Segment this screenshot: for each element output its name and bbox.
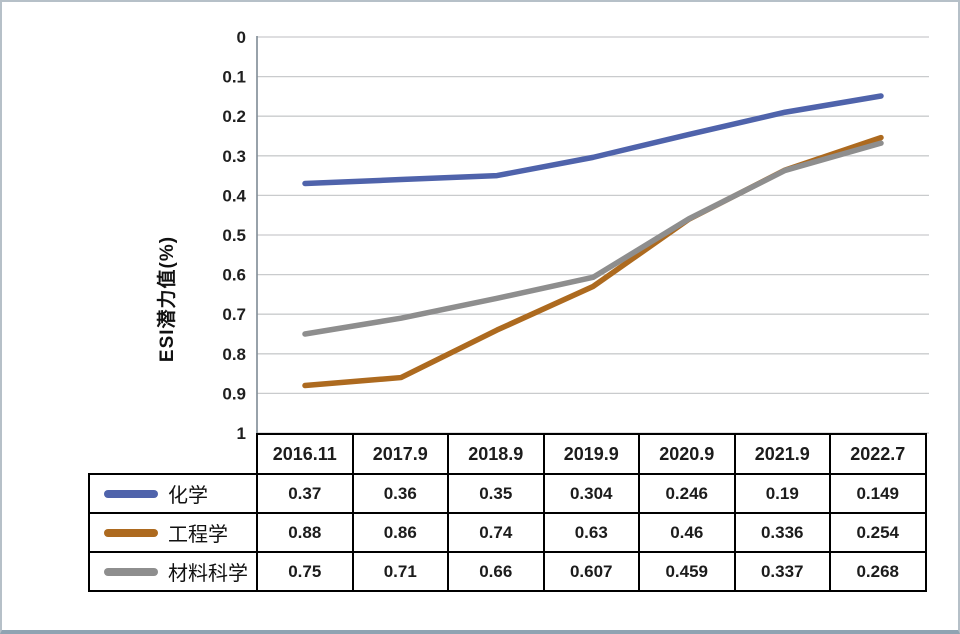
data-table-body: 化学 0.37 0.36 0.35 0.304 0.246 0.19 0.149 工程学 0.88… bbox=[88, 473, 927, 592]
table-value-cell: 0.86 bbox=[351, 512, 449, 553]
legend-cell-1: 工程学 bbox=[88, 512, 258, 553]
table-value-cell: 0.19 bbox=[733, 473, 831, 514]
table-value-cell: 0.337 bbox=[733, 551, 831, 592]
x-category-header: 2021.9 bbox=[733, 433, 831, 475]
y-tick-label: 0.8 bbox=[222, 345, 246, 364]
legend-label: 工程学 bbox=[168, 524, 228, 546]
x-category-header: 2022.7 bbox=[829, 433, 927, 475]
table-value-cell: 0.149 bbox=[829, 473, 927, 514]
x-category-header: 2017.9 bbox=[351, 433, 449, 475]
table-row: 化学 0.37 0.36 0.35 0.304 0.246 0.19 0.149 bbox=[88, 473, 927, 514]
table-row: 工程学 0.88 0.86 0.74 0.63 0.46 0.336 0.254 bbox=[88, 512, 927, 553]
table-value-cell: 0.459 bbox=[638, 551, 736, 592]
table-value-cell: 0.66 bbox=[447, 551, 545, 592]
y-tick-label: 0.3 bbox=[222, 147, 246, 166]
table-value-cell: 0.37 bbox=[256, 473, 354, 514]
chart-data-table: 2016.11 2017.9 2018.9 2019.9 2020.9 2021.9 202… bbox=[88, 433, 927, 592]
table-value-cell: 0.607 bbox=[542, 551, 640, 592]
table-value-cell: 0.88 bbox=[256, 512, 354, 553]
y-tick-label: 0.2 bbox=[222, 107, 246, 126]
legend-line-icon bbox=[104, 567, 158, 576]
table-value-cell: 0.35 bbox=[447, 473, 545, 514]
table-header-row: 2016.11 2017.9 2018.9 2019.9 2020.9 2021.9 202… bbox=[89, 433, 927, 475]
series-line-0 bbox=[302, 93, 884, 187]
table-value-cell: 0.75 bbox=[256, 551, 354, 592]
x-category-header: 2019.9 bbox=[542, 433, 640, 475]
table-value-cell: 0.246 bbox=[638, 473, 736, 514]
legend-cell-2: 材料科学 bbox=[88, 551, 258, 592]
legend-label: 化学 bbox=[168, 485, 208, 507]
table-corner-blank bbox=[89, 434, 257, 474]
table-row: 材料科学 0.75 0.71 0.66 0.607 0.459 0.337 0.268 bbox=[88, 551, 927, 592]
table-value-cell: 0.74 bbox=[447, 512, 545, 553]
y-tick-label: 0.7 bbox=[222, 305, 246, 324]
series-line-1 bbox=[302, 134, 884, 389]
legend-label: 材料科学 bbox=[168, 563, 248, 585]
table-value-cell: 0.36 bbox=[351, 473, 449, 514]
y-tick-label: 1 bbox=[237, 424, 246, 443]
table-value-cell: 0.63 bbox=[542, 512, 640, 553]
legend-cell-0: 化学 bbox=[88, 473, 258, 514]
y-tick-label: 0.5 bbox=[222, 226, 246, 245]
table-value-cell: 0.304 bbox=[542, 473, 640, 514]
table-value-cell: 0.254 bbox=[829, 512, 927, 553]
series-line-2 bbox=[302, 140, 884, 337]
y-tick-label: 0 bbox=[237, 28, 246, 47]
y-tick-label: 0.9 bbox=[222, 384, 246, 403]
y-tick-label: 0.6 bbox=[222, 266, 246, 285]
data-table-header: 2016.11 2017.9 2018.9 2019.9 2020.9 2021.9 202… bbox=[89, 433, 927, 475]
table-value-cell: 0.336 bbox=[733, 512, 831, 553]
x-category-header: 2020.9 bbox=[638, 433, 736, 475]
x-category-header: 2016.11 bbox=[256, 433, 354, 475]
table-value-cell: 0.268 bbox=[829, 551, 927, 592]
legend-line-icon bbox=[104, 528, 158, 537]
legend-line-icon bbox=[104, 489, 158, 498]
y-tick-label: 0.4 bbox=[222, 186, 246, 205]
table-value-cell: 0.71 bbox=[351, 551, 449, 592]
x-category-header: 2018.9 bbox=[447, 433, 545, 475]
y-tick-label: 0.1 bbox=[222, 68, 246, 87]
table-value-cell: 0.46 bbox=[638, 512, 736, 553]
